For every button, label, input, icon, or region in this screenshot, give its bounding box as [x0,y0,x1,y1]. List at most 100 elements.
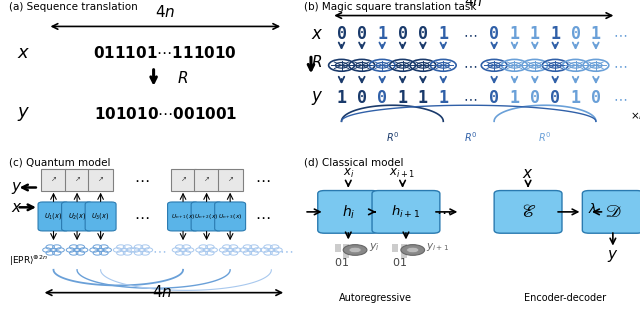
Bar [392,244,399,252]
Text: $\cdots$: $\cdots$ [134,209,150,224]
Text: 1: 1 [418,89,428,107]
Text: $y$: $y$ [607,248,619,264]
Text: $\nearrow$: $\nearrow$ [49,176,58,183]
Text: $x_{i+1}$: $x_{i+1}$ [390,167,415,180]
Text: $h_i$: $h_i$ [342,203,355,220]
Text: $\cdots$: $\cdots$ [436,204,451,219]
Bar [343,244,349,258]
Text: 0: 0 [357,25,367,43]
Text: $R^0$: $R^0$ [386,131,399,144]
Text: $\mathbf{011101}{\cdots}\mathbf{111010}$: $\mathbf{011101}{\cdots}\mathbf{111010}$ [93,45,237,61]
Text: 1: 1 [570,89,580,107]
FancyBboxPatch shape [41,169,66,191]
Text: Autoregressive: Autoregressive [339,293,412,303]
Text: 1: 1 [438,89,448,107]
Text: Encoder-decoder: Encoder-decoder [524,293,607,303]
Text: 0: 0 [337,25,346,43]
FancyBboxPatch shape [317,191,379,233]
Text: 1: 1 [337,89,346,107]
Text: $y_i$: $y_i$ [369,241,380,253]
Text: $R$: $R$ [311,54,322,70]
Text: $\cdots$: $\cdots$ [255,172,270,188]
Text: $\cdots$: $\cdots$ [279,243,293,257]
Text: $U_3(x)$: $U_3(x)$ [92,211,110,221]
Bar [401,244,407,258]
Bar [335,244,341,252]
FancyBboxPatch shape [88,169,113,191]
Text: $R^0$: $R^0$ [538,131,552,144]
Text: $\times n$: $\times n$ [630,109,640,121]
Circle shape [343,245,367,255]
Text: 0: 0 [489,25,499,43]
Text: $\mathbf{101010}{\cdots}\mathbf{001001}$: $\mathbf{101010}{\cdots}\mathbf{001001}$ [93,105,237,122]
Text: $U_2(x)$: $U_2(x)$ [68,211,86,221]
Text: $h_{i+1}$: $h_{i+1}$ [391,204,420,220]
Text: $|\mathrm{EPR}\rangle^{\otimes 2n}$: $|\mathrm{EPR}\rangle^{\otimes 2n}$ [10,253,48,268]
Text: $R$: $R$ [177,70,188,86]
Text: 1: 1 [438,25,448,43]
Text: $4n$: $4n$ [156,4,175,20]
Text: $x$: $x$ [522,166,534,181]
Text: $\cdots$: $\cdots$ [463,27,477,41]
Text: $\cdots$: $\cdots$ [463,91,477,105]
Text: 1: 1 [509,89,520,107]
Text: $\cdots$: $\cdots$ [612,27,627,41]
Text: 1: 1 [591,25,601,43]
Text: $4n$: $4n$ [465,0,483,9]
Text: $\cdots$: $\cdots$ [134,172,150,188]
Text: $y$: $y$ [311,89,323,107]
Text: $\nearrow$: $\nearrow$ [97,176,105,183]
Text: 0: 0 [397,25,408,43]
Text: $\nearrow$: $\nearrow$ [73,176,81,183]
Text: 1: 1 [530,25,540,43]
Text: $x$: $x$ [311,25,323,43]
Text: $\cdots$: $\cdots$ [612,91,627,105]
Text: $U_{n+3}(x)$: $U_{n+3}(x)$ [218,212,243,221]
Text: 0: 0 [357,89,367,107]
Text: 1: 1 [377,25,387,43]
Text: 0: 0 [591,89,601,107]
Text: $U_{n+2}(x)$: $U_{n+2}(x)$ [195,212,219,221]
Text: (b) Magic square translation task: (b) Magic square translation task [304,2,477,12]
Text: (d) Classical model: (d) Classical model [304,157,404,167]
Text: 1: 1 [550,25,560,43]
Text: $U_{n+1}(x)$: $U_{n+1}(x)$ [171,212,195,221]
FancyBboxPatch shape [61,202,93,231]
Text: 0: 0 [377,89,387,107]
Text: $01$: $01$ [334,256,349,268]
Text: $01$: $01$ [392,256,406,268]
Text: 0: 0 [418,25,428,43]
Text: $\cdots$: $\cdots$ [255,209,270,224]
FancyBboxPatch shape [372,191,440,233]
Text: $\cdots$: $\cdots$ [612,58,627,72]
Text: $\nearrow$: $\nearrow$ [179,176,187,183]
FancyBboxPatch shape [38,202,69,231]
Text: $\mathscr{D}$: $\mathscr{D}$ [605,203,621,221]
Text: $x$: $x$ [17,44,31,62]
FancyBboxPatch shape [582,191,640,233]
Text: 0: 0 [530,89,540,107]
Text: $\nearrow$: $\nearrow$ [202,176,211,183]
Text: $4n$: $4n$ [152,284,173,300]
FancyBboxPatch shape [170,169,196,191]
FancyBboxPatch shape [168,202,198,231]
FancyBboxPatch shape [85,202,116,231]
Text: (a) Sequence translation: (a) Sequence translation [10,2,138,12]
Circle shape [406,247,419,253]
Text: 0: 0 [489,89,499,107]
Text: $U_1(x)$: $U_1(x)$ [44,211,63,221]
Text: $x_i$: $x_i$ [342,167,354,180]
Text: 1: 1 [397,89,408,107]
Circle shape [401,245,424,255]
Text: 0: 0 [570,25,580,43]
Text: $y$: $y$ [17,104,31,123]
FancyBboxPatch shape [65,169,90,191]
Text: $y$: $y$ [11,179,22,196]
FancyBboxPatch shape [494,191,562,233]
FancyBboxPatch shape [218,169,243,191]
Text: $x$: $x$ [11,200,22,215]
Text: $\cdots$: $\cdots$ [152,243,166,257]
FancyBboxPatch shape [214,202,246,231]
Text: $R^0$: $R^0$ [464,131,477,144]
Text: $\mathscr{E}$: $\mathscr{E}$ [520,203,536,221]
